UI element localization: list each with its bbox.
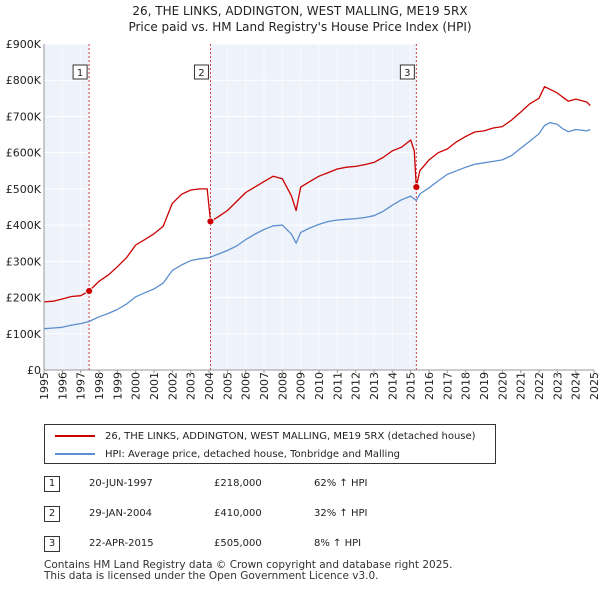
sale-number-badge: 1 — [44, 476, 60, 492]
sale-row: 2 29-JAN-2004 £410,000 32% ↑ HPI — [44, 504, 444, 524]
sale-date: 29-JAN-2004 — [89, 508, 153, 519]
x-tick-label: 2020 — [496, 372, 509, 400]
y-tick-label: £100K — [6, 328, 42, 341]
y-tick-label: £700K — [6, 110, 42, 123]
footer: Contains HM Land Registry data © Crown c… — [44, 560, 452, 582]
x-tick-label: 2015 — [405, 372, 418, 400]
x-tick-label: 2019 — [478, 372, 491, 400]
y-tick-label: £500K — [6, 183, 42, 196]
sale-label-box — [193, 64, 209, 80]
sale-date: 20-JUN-1997 — [89, 478, 153, 489]
x-tick-label: 2010 — [313, 372, 326, 400]
legend-swatch-property — [55, 435, 95, 437]
footer-line-licence: This data is licensed under the Open Gov… — [44, 570, 379, 582]
y-tick-label: £600K — [6, 147, 42, 160]
x-tick-label: 2013 — [368, 372, 381, 400]
x-tick-label: 2023 — [551, 372, 564, 400]
x-tick-label: 2001 — [148, 372, 161, 400]
sale-label-box — [72, 64, 88, 80]
x-tick-label: 1996 — [56, 372, 69, 400]
sale-point — [85, 287, 93, 295]
footer-line-copyright: Contains HM Land Registry data © Crown c… — [44, 559, 453, 571]
x-tick-label: 1997 — [75, 372, 88, 400]
sale-label-number: 1 — [77, 68, 83, 79]
x-tick-label: 2003 — [185, 372, 198, 400]
price-chart: 26, THE LINKS, ADDINGTON, WEST MALLING, … — [6, 4, 600, 400]
x-tick-label: 2008 — [276, 372, 289, 400]
x-tick-label: 2002 — [166, 372, 179, 400]
x-tick-label: 1998 — [93, 372, 106, 400]
x-tick-label: 2007 — [258, 372, 271, 400]
x-tick-label: 2005 — [221, 372, 234, 400]
sale-label-number: 3 — [404, 68, 410, 79]
sale-row: 3 22-APR-2015 £505,000 8% ↑ HPI — [44, 534, 444, 554]
y-tick-label: £0 — [27, 364, 41, 377]
legend-swatch-hpi — [55, 453, 95, 455]
x-tick-label: 2024 — [570, 372, 583, 400]
x-tick-label: 2012 — [350, 372, 363, 400]
sale-hpi-diff: 8% ↑ HPI — [314, 538, 362, 549]
x-tick-label: 2009 — [295, 372, 308, 400]
legend: 26, THE LINKS, ADDINGTON, WEST MALLING, … — [44, 424, 496, 464]
x-tick-label: 2004 — [203, 372, 216, 400]
sale-label-number: 2 — [198, 68, 204, 79]
property-series-line — [43, 86, 591, 303]
y-tick-label: £400K — [6, 219, 42, 232]
ownership-period-unshaded — [416, 44, 594, 370]
x-tick-label: 2016 — [423, 372, 436, 400]
x-tick-label: 2022 — [533, 372, 546, 400]
x-tick-label: 2000 — [130, 372, 143, 400]
x-tick-label: 2014 — [386, 372, 399, 400]
x-tick-label: 2006 — [240, 372, 253, 400]
x-tick-label: 2021 — [515, 372, 528, 400]
x-tick-label: 2011 — [331, 372, 344, 400]
legend-item-property: 26, THE LINKS, ADDINGTON, WEST MALLING, … — [55, 427, 476, 445]
sale-hpi-diff: 62% ↑ HPI — [314, 478, 368, 489]
legend-label-hpi: HPI: Average price, detached house, Tonb… — [105, 448, 401, 460]
sale-row: 1 20-JUN-1997 £218,000 62% ↑ HPI — [44, 474, 444, 494]
x-tick-label: 1999 — [111, 372, 124, 400]
chart-subtitle: Price paid vs. HM Land Registry's House … — [128, 20, 471, 34]
sale-point — [206, 217, 215, 226]
legend-item-hpi: HPI: Average price, detached house, Tonb… — [55, 445, 400, 463]
legend-label-property: 26, THE LINKS, ADDINGTON, WEST MALLING, … — [105, 430, 476, 442]
x-tick-label: 2017 — [441, 372, 454, 400]
sale-number-badge: 3 — [44, 536, 60, 552]
chart-title: 26, THE LINKS, ADDINGTON, WEST MALLING, … — [132, 4, 467, 18]
y-tick-label: £800K — [6, 74, 42, 87]
sale-label-box — [399, 64, 415, 80]
sale-hpi-diff: 32% ↑ HPI — [314, 508, 368, 519]
x-tick-label: 2025 — [588, 372, 600, 400]
sale-number-badge: 2 — [44, 506, 60, 522]
ownership-period-unshaded — [89, 44, 211, 370]
sale-price: £218,000 — [214, 478, 262, 489]
sale-price: £410,000 — [214, 508, 262, 519]
sale-point — [412, 183, 421, 191]
x-tick-label: 1995 — [38, 372, 51, 400]
sale-price: £505,000 — [214, 538, 262, 549]
y-tick-label: £900K — [6, 38, 42, 51]
sale-date: 22-APR-2015 — [89, 538, 154, 549]
y-tick-label: £200K — [6, 292, 42, 305]
hpi-series-line — [43, 121, 591, 330]
y-tick-label: £300K — [6, 255, 42, 268]
x-tick-label: 2018 — [460, 372, 473, 400]
